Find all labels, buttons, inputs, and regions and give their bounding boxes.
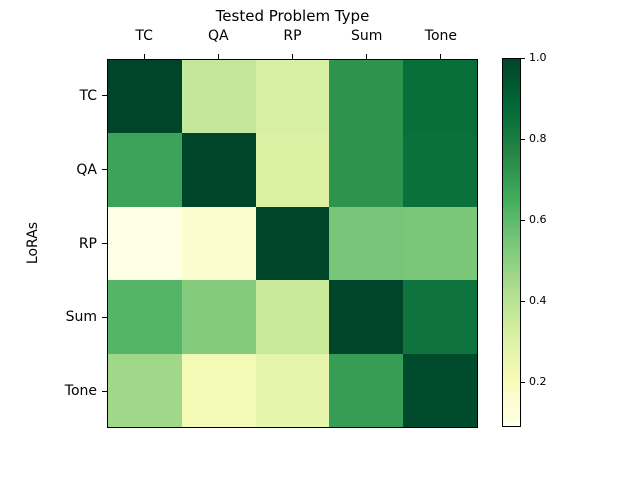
- colorbar-tick-mark: [521, 219, 525, 221]
- x-tick-label-RP: RP: [283, 28, 302, 44]
- heatmap-cell-QA-Tone: [403, 133, 477, 207]
- y-tick-mark: [102, 390, 107, 392]
- colorbar-tick-label-1.0: 1.0: [529, 51, 547, 64]
- heatmap-cell-TC-RP: [255, 60, 330, 134]
- heatmap-cell-RP-RP: [255, 206, 330, 281]
- x-tick-label-TC: TC: [135, 28, 153, 44]
- y-tick-label-Tone: Tone: [64, 383, 97, 400]
- y-tick-mark: [102, 243, 107, 244]
- heatmap-cell-TC-TC: [108, 60, 182, 134]
- chart-title: Tested Problem Type: [215, 7, 370, 25]
- heatmap-cell-Tone-TC: [108, 353, 182, 427]
- y-tick-label-QA: QA: [76, 161, 97, 178]
- x-tick-label-Tone: Tone: [424, 28, 458, 44]
- heatmap-cell-TC-Tone: [403, 60, 477, 134]
- colorbar-tick-label-0.2: 0.2: [529, 375, 547, 389]
- x-tick-mark: [292, 54, 293, 59]
- heatmap-cell-Sum-Tone: [403, 280, 477, 354]
- y-tick-label-RP: RP: [78, 235, 97, 252]
- x-tick-label-QA: QA: [207, 28, 229, 44]
- heatmap-cell-Sum-QA: [181, 280, 256, 354]
- x-tick-label-Sum: Sum: [350, 28, 383, 44]
- heatmap-cell-RP-Sum: [329, 206, 404, 281]
- x-tick-mark: [217, 54, 219, 59]
- x-tick-mark: [440, 54, 442, 59]
- heatmap-cell-QA-Sum: [329, 133, 404, 207]
- colorbar-tick-mark: [521, 138, 525, 140]
- colorbar-tick-label-0.4: 0.4: [529, 294, 547, 308]
- colorbar-tick-mark: [521, 57, 525, 59]
- colorbar-tick-mark: [521, 300, 525, 302]
- heatmap-cell-Sum-Sum: [329, 280, 404, 354]
- heatmap-cell-Sum-TC: [108, 280, 182, 354]
- heatmap-cell-TC-Sum: [329, 60, 404, 134]
- colorbar-tick-mark: [521, 381, 525, 383]
- colorbar: [502, 58, 521, 427]
- heatmap-cell-TC-QA: [181, 60, 256, 134]
- y-tick-label-Sum: Sum: [65, 309, 97, 326]
- heatmap-cell-Tone-QA: [181, 353, 256, 427]
- heatmap-cell-QA-TC: [108, 133, 182, 207]
- x-tick-mark: [143, 54, 145, 59]
- heatmap-cell-QA-RP: [255, 133, 330, 207]
- x-tick-mark: [366, 54, 368, 59]
- colorbar-tick-label-0.6: 0.6: [529, 213, 547, 227]
- y-tick-label-TC: TC: [79, 87, 97, 104]
- heatmap-grid: [107, 59, 478, 428]
- y-tick-mark: [102, 95, 107, 97]
- heatmap-cell-Tone-Tone: [403, 353, 477, 427]
- heatmap-cell-Sum-RP: [255, 280, 330, 354]
- y-tick-mark: [102, 316, 107, 318]
- heatmap-cell-Tone-RP: [255, 353, 330, 427]
- heatmap-cell-QA-QA: [181, 133, 256, 207]
- y-tick-mark: [102, 169, 107, 171]
- heatmap-cell-Tone-Sum: [329, 353, 404, 427]
- colorbar-tick-label-0.8: 0.8: [529, 132, 547, 146]
- heatmap-cell-RP-QA: [181, 206, 256, 281]
- heatmap-cell-RP-Tone: [403, 206, 477, 281]
- heatmap-cell-RP-TC: [108, 206, 182, 281]
